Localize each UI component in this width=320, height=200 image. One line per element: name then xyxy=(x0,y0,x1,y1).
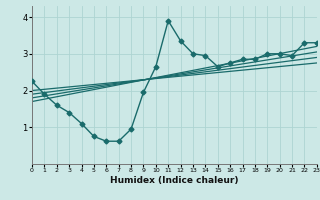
X-axis label: Humidex (Indice chaleur): Humidex (Indice chaleur) xyxy=(110,176,239,185)
